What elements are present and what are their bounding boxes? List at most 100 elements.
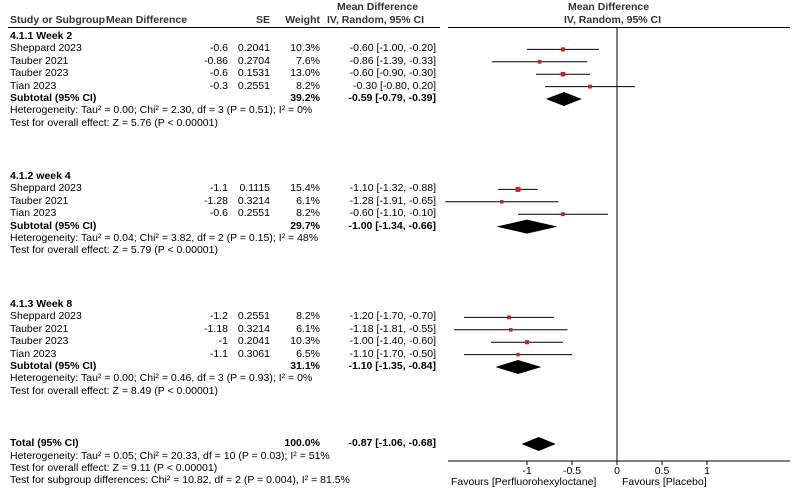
study-ci: -0.86 [-1.39, -0.33] (349, 54, 436, 67)
study-md: -0.6 (209, 207, 228, 220)
study-ci: -1.10 [-1.70, -0.50] (349, 347, 436, 360)
study-marker (524, 340, 530, 345)
x-tick-label: 1 (704, 465, 710, 477)
study-se: 0.2551 (237, 207, 270, 220)
x-tick-label: 0 (614, 465, 620, 477)
study-md: -1.28 (204, 194, 228, 207)
study-weight: 8.2% (296, 310, 320, 323)
study-name: Tian 2023 (10, 207, 57, 220)
study-name: Tauber 2023 (10, 67, 69, 80)
study-weight: 10.3% (290, 42, 320, 55)
study-weight: 6.1% (296, 194, 320, 207)
overall-effect-text: Test for overall effect: Z = 8.49 (P < 0… (10, 384, 218, 397)
subtotal-diamond (496, 219, 558, 234)
subtotal-label: Subtotal (95% CI) (10, 92, 97, 104)
study-md: -0.86 (204, 54, 228, 67)
study-weight: 15.4% (290, 182, 320, 195)
x-tick-label: -1 (522, 465, 532, 477)
study-marker (560, 71, 566, 77)
study-name: Tauber 2021 (10, 54, 69, 67)
study-md: -0.6 (209, 42, 228, 55)
study-marker (537, 59, 542, 64)
study-se: 0.3214 (237, 322, 270, 335)
study-se: 0.1115 (239, 182, 270, 195)
subtotal-ci: -1.00 [-1.34, -0.66] (348, 219, 436, 232)
study-name: Tauber 2021 (10, 322, 69, 335)
study-marker (588, 84, 592, 89)
study-name: Tian 2023 (10, 347, 57, 360)
study-se: 0.2704 (237, 54, 270, 67)
x-tick-label: 0.5 (654, 465, 670, 477)
heterogeneity-text: Heterogeneity: Tau² = 0.04; Chi² = 3.82,… (10, 232, 319, 244)
favours-left-label: Favours [Perfluorohexyloctane] (451, 476, 597, 488)
total-weight: 100.0% (284, 437, 320, 449)
study-weight: 8.2% (296, 79, 320, 92)
subtotal-diamond (495, 360, 542, 374)
study-ci: -1.00 [-1.40, -0.60] (349, 335, 436, 348)
study-ci: -0.30 [-0.80, 0.20] (353, 79, 436, 92)
study-se: 0.1531 (237, 67, 270, 80)
study-ci: -0.60 [-0.90, -0.30] (349, 67, 436, 80)
study-md: -0.3 (209, 79, 228, 92)
study-se: 0.2041 (237, 335, 270, 348)
total-ci: -0.87 [-1.06, -0.68] (348, 437, 436, 449)
study-ci: -1.18 [-1.81, -0.55] (349, 322, 436, 335)
study-md: -1 (218, 335, 228, 348)
subgroup-differences: Test for subgroup differences: Chi² = 10… (10, 474, 350, 486)
header-plot-top: Mean Difference (568, 1, 650, 13)
overall-effect-text: Test for overall effect: Z = 5.79 (P < 0… (10, 244, 218, 257)
study-se: 0.2041 (237, 42, 270, 55)
heterogeneity-text: Heterogeneity: Tau² = 0.00; Chi² = 0.46,… (10, 372, 313, 385)
overall-effect-text: Test for overall effect: Z = 5.76 (P < 0… (10, 116, 218, 129)
subtotal-label: Subtotal (95% CI) (10, 219, 97, 232)
study-md: -1.18 (204, 322, 228, 335)
subtotal-weight: 29.7% (290, 219, 320, 232)
heterogeneity-text: Heterogeneity: Tau² = 0.00; Chi² = 2.30,… (10, 104, 313, 117)
subtotal-ci: -0.59 [-0.79, -0.39] (348, 92, 436, 104)
study-weight: 10.3% (290, 335, 320, 348)
total-overall-effect: Test for overall effect: Z = 9.11 (P < 0… (10, 461, 218, 474)
header-md: Mean Difference (106, 14, 188, 26)
subtotal-ci: -1.10 [-1.35, -0.84] (348, 360, 436, 372)
study-marker (500, 200, 504, 204)
study-name: Sheppard 2023 (10, 182, 82, 195)
header-plot-bottom: IV, Random, 95% CI (564, 14, 662, 26)
study-name: Tauber 2023 (10, 335, 69, 348)
study-marker (561, 212, 565, 217)
study-weight: 6.5% (296, 347, 320, 360)
study-weight: 6.1% (296, 322, 320, 335)
header-ci-top: Mean Difference (337, 1, 419, 13)
total-label: Total (95% CI) (10, 437, 79, 449)
header-weight: Weight (285, 14, 320, 26)
study-weight: 13.0% (290, 67, 320, 80)
study-ci: -0.60 [-1.00, -0.20] (349, 42, 436, 55)
study-marker (515, 186, 521, 192)
study-ci: -1.20 [-1.70, -0.70] (349, 310, 436, 323)
study-weight: 7.6% (296, 54, 320, 67)
subtotal-weight: 39.2% (290, 92, 320, 104)
study-name: Sheppard 2023 (10, 310, 82, 323)
study-se: 0.2551 (237, 79, 270, 92)
total-heterogeneity: Heterogeneity: Tau² = 0.05; Chi² = 20.33… (10, 449, 330, 462)
header-study: Study or Subgroup (10, 14, 106, 26)
study-ci: -0.60 [-1.10, -0.10] (349, 207, 436, 220)
study-se: 0.2551 (237, 310, 270, 323)
subtotal-label: Subtotal (95% CI) (10, 360, 97, 372)
study-marker (507, 315, 511, 320)
study-name: Tian 2023 (10, 79, 57, 92)
subgroup-title: 4.1.1 Week 2 (10, 30, 73, 42)
subgroup-title: 4.1.3 Week 8 (10, 298, 73, 310)
study-marker (516, 352, 520, 357)
study-name: Tauber 2021 (10, 194, 69, 207)
subtotal-diamond (545, 92, 582, 106)
study-se: 0.3061 (237, 347, 270, 360)
study-name: Sheppard 2023 (10, 42, 82, 55)
study-md: -1.2 (209, 310, 228, 323)
study-md: -1.1 (209, 347, 228, 360)
study-marker (560, 47, 566, 52)
study-weight: 8.2% (296, 207, 320, 220)
header-ci-bottom: IV, Random, 95% CI (327, 14, 425, 26)
study-marker (509, 328, 513, 332)
subtotal-weight: 31.1% (290, 360, 320, 372)
